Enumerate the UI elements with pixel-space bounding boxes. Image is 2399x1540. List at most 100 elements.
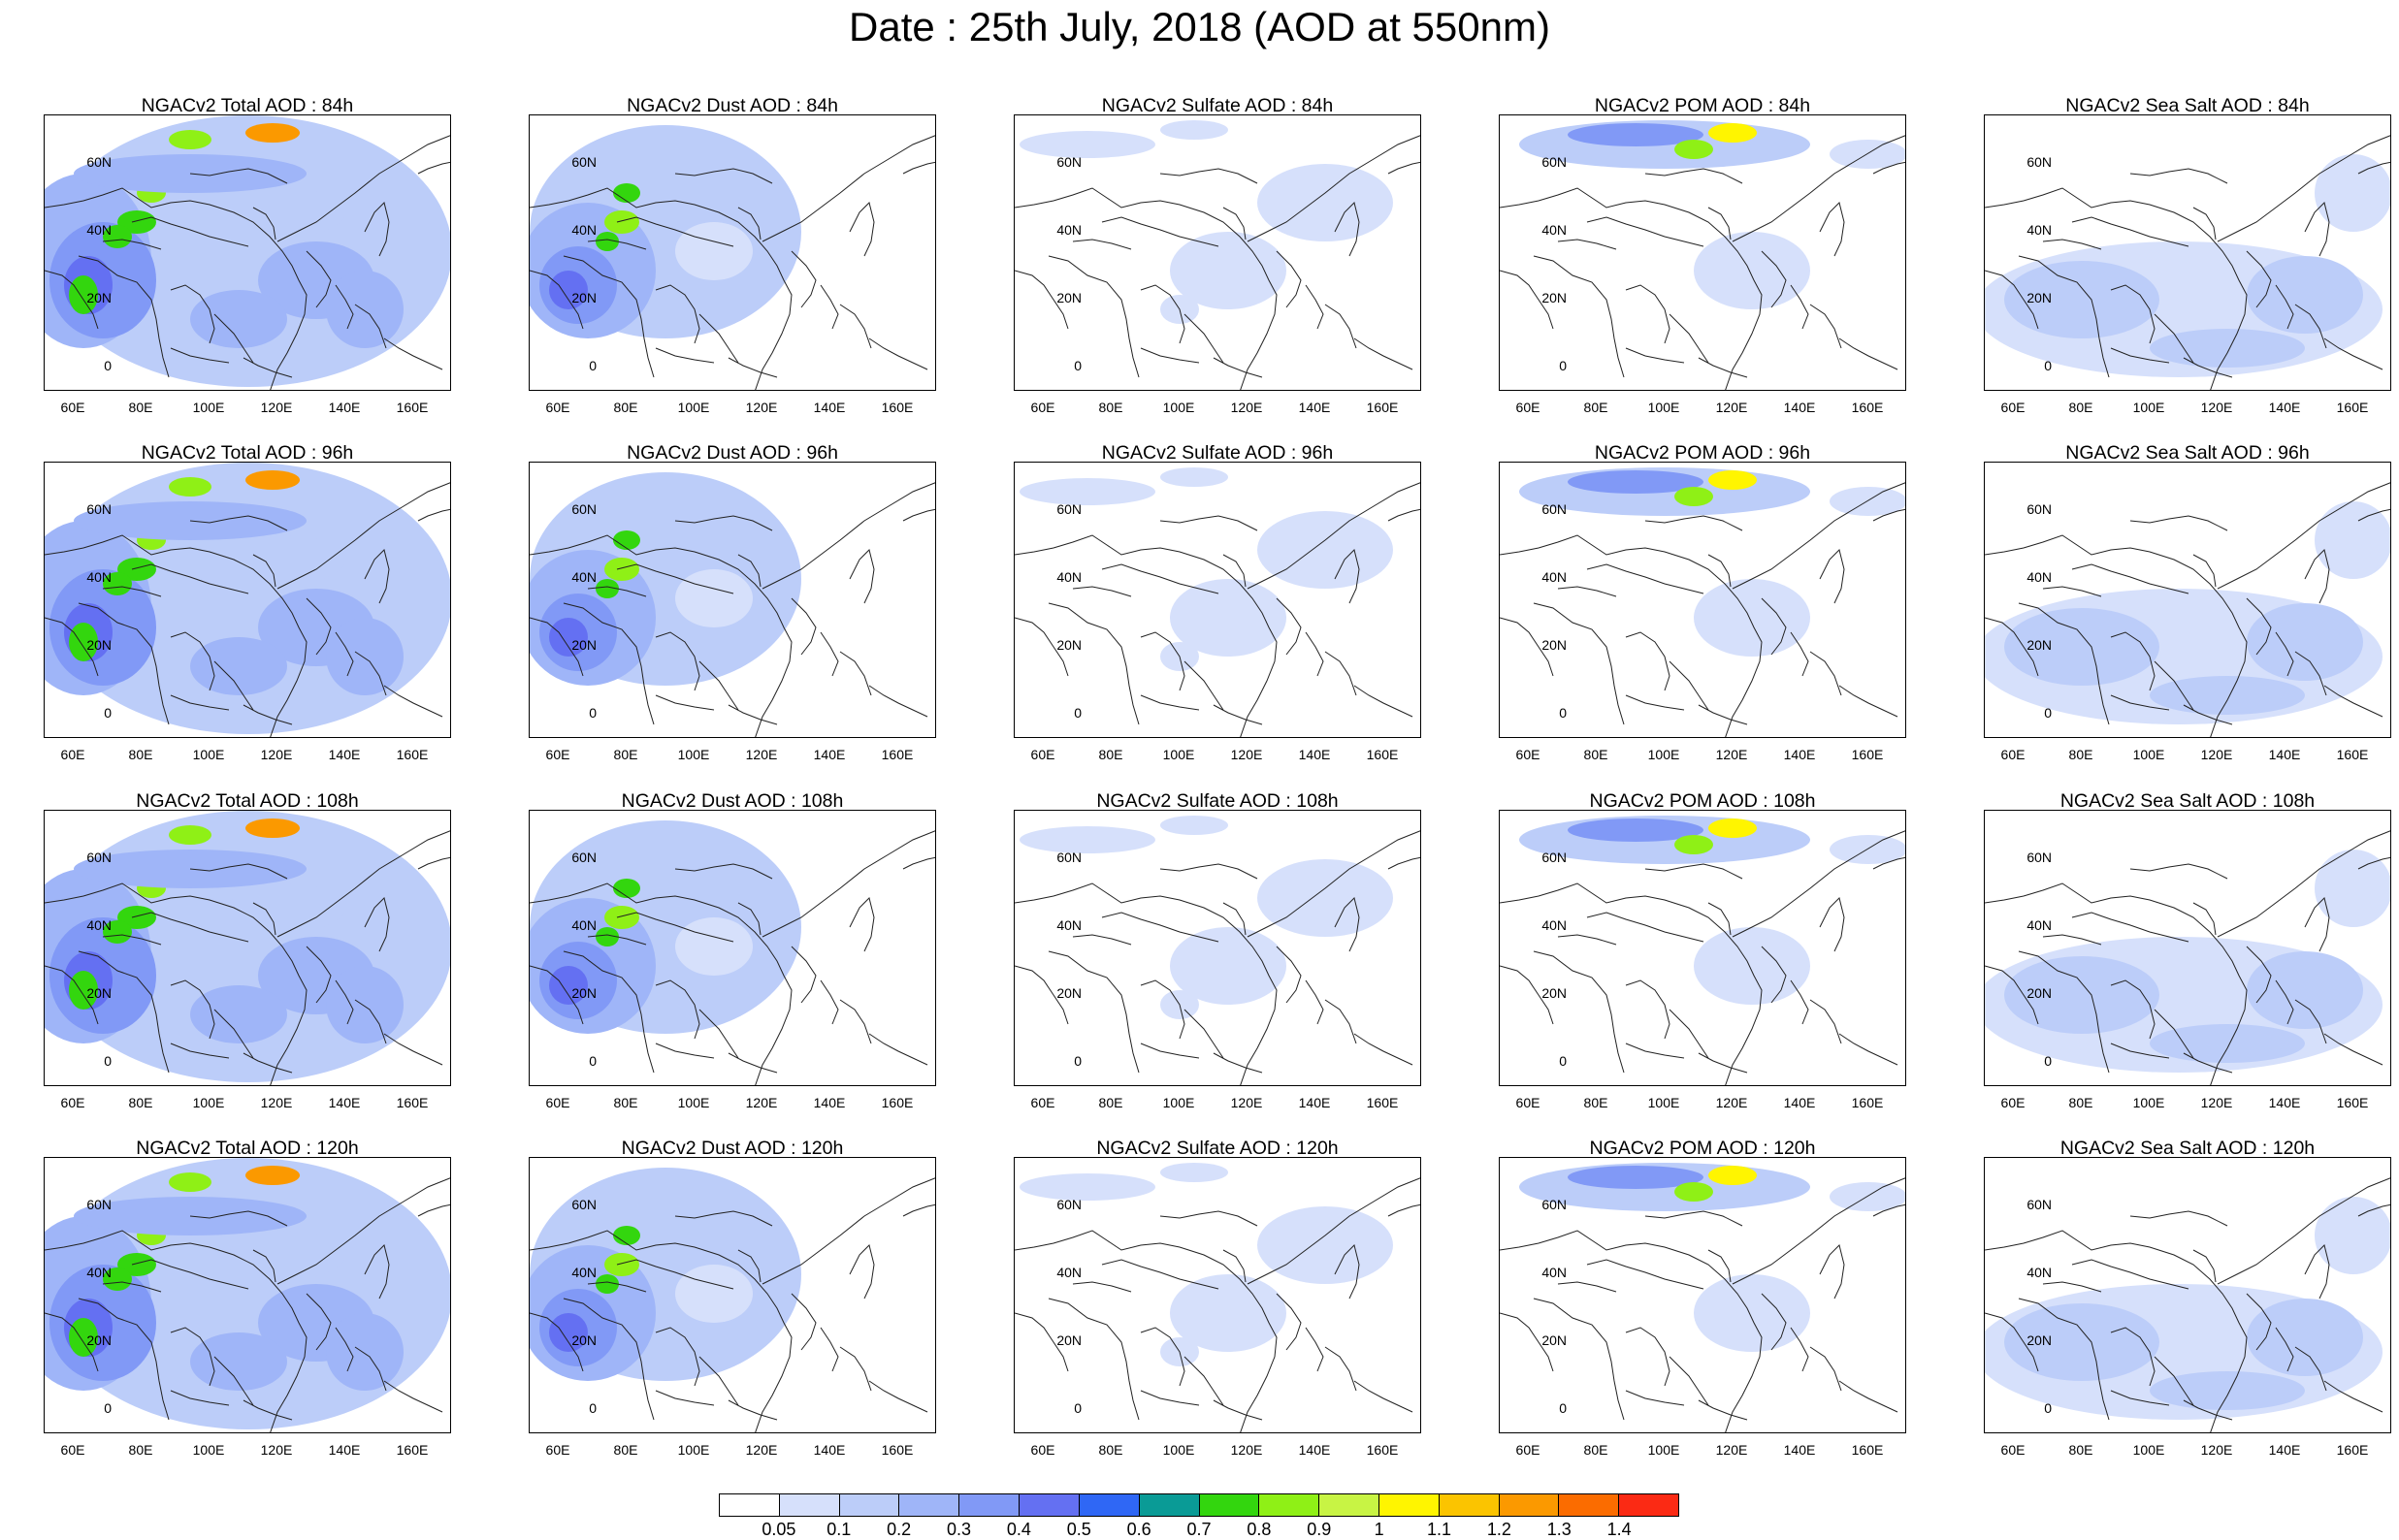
coastline [2323, 1033, 2383, 1066]
coastline [2246, 946, 2272, 1004]
coastline [213, 313, 254, 364]
coastline [655, 1390, 715, 1406]
map-plot [1984, 462, 2391, 738]
coastline [737, 207, 762, 241]
coastline [189, 1210, 288, 1227]
coastline [1809, 999, 1842, 1044]
lat-tick-label: 20N [2026, 985, 2052, 1001]
aod-contour [1160, 1163, 1228, 1182]
lon-tick-label: 160E [396, 1442, 429, 1458]
coastline [2304, 897, 2330, 952]
aod-contour [229, 1231, 345, 1279]
coastline [1305, 1327, 1324, 1372]
lon-tick-label: 140E [328, 1095, 361, 1110]
coastline [2246, 597, 2272, 656]
coastline [45, 1312, 99, 1372]
coastline [1500, 1230, 1763, 1432]
lat-tick-label: 60N [1056, 850, 1082, 865]
coastline [131, 563, 249, 594]
lon-tick-label: 60E [2000, 400, 2026, 415]
lat-tick-label: 20N [571, 637, 597, 653]
coastline [1015, 1312, 1069, 1372]
coastline [728, 704, 778, 725]
panel-title: NGACv2 POM AOD : 108h [1589, 790, 1816, 812]
coastline [1819, 1244, 1845, 1299]
coastline [1557, 1281, 1617, 1293]
coastline [1557, 934, 1617, 946]
coastline [1500, 1312, 1554, 1372]
colorbar-swatch [1259, 1494, 1320, 1516]
coastline [655, 1043, 715, 1059]
lat-tick-label: 40N [1541, 569, 1567, 585]
lon-tick-label: 140E [1298, 1095, 1331, 1110]
lat-tick-label: 0 [2044, 1053, 2052, 1069]
lat-tick-label: 40N [1056, 569, 1082, 585]
lat-tick-label: 40N [1541, 917, 1567, 933]
aod-field [1015, 1163, 1420, 1432]
map-plot [1014, 810, 1421, 1086]
aod-contour [1257, 511, 1393, 589]
aod-contour [2315, 501, 2390, 579]
lat-tick-label: 20N [1056, 637, 1082, 653]
coastline [1698, 357, 1748, 378]
lat-tick-label: 20N [1541, 290, 1567, 305]
lon-tick-label: 140E [328, 1442, 361, 1458]
aod-contour [69, 1318, 98, 1357]
aod-contour [1568, 470, 1703, 494]
lat-tick-label: 20N [86, 1332, 112, 1348]
coastline [1213, 1052, 1263, 1074]
coastline [1669, 1009, 1709, 1059]
coastline [868, 1033, 928, 1066]
lat-tick-label: 60N [571, 850, 597, 865]
coastline [45, 187, 308, 390]
aod-contour [604, 1253, 639, 1276]
map-panel: NGACv2 Sulfate AOD : 96h 60N 40N 20N 0 60E 80E… [1014, 442, 1499, 791]
lon-tick-label: 160E [2336, 1442, 2369, 1458]
lon-tick-label: 80E [128, 1095, 153, 1110]
lat-tick-label: 0 [1074, 1400, 1082, 1416]
lat-tick-label: 0 [589, 1400, 597, 1416]
aod-field [45, 463, 450, 737]
lat-tick-label: 20N [571, 1332, 597, 1348]
coastline [2275, 979, 2294, 1025]
coastline [354, 304, 387, 349]
lon-tick-label: 100E [192, 1095, 225, 1110]
aod-contour [169, 477, 211, 497]
lon-tick-label: 100E [1647, 747, 1680, 762]
coastline [1586, 1259, 1704, 1290]
coastline [1669, 660, 1709, 711]
lat-tick-label: 0 [2044, 1400, 2052, 1416]
coastline [2246, 1293, 2272, 1351]
lon-tick-label: 120E [2200, 747, 2233, 762]
lat-tick-label: 60N [1056, 154, 1082, 170]
aod-field [1015, 816, 1420, 1085]
aod-contour [596, 1274, 619, 1294]
coastline [1072, 586, 1132, 597]
aod-field [1500, 816, 1905, 1085]
coastline [1159, 1210, 1258, 1227]
lon-tick-label: 100E [2132, 1442, 2165, 1458]
lon-tick-label: 120E [2200, 400, 2233, 415]
coastline [1222, 207, 1247, 241]
coastline [1101, 1259, 1219, 1290]
lon-tick-label: 60E [60, 747, 85, 762]
coastline [616, 563, 734, 594]
coastline [1500, 617, 1554, 677]
coastline [1838, 685, 1898, 718]
coastline [1334, 1244, 1360, 1299]
lon-tick-label: 140E [813, 1095, 846, 1110]
lon-tick-label: 160E [1366, 400, 1399, 415]
aod-contour [190, 637, 287, 695]
colorbar-label: 0.3 [946, 1520, 972, 1539]
aod-contour [1708, 470, 1757, 490]
coastline [839, 651, 872, 696]
lon-tick-label: 100E [677, 1095, 710, 1110]
lon-tick-label: 140E [2268, 400, 2301, 415]
coastline [849, 1244, 875, 1299]
coastline [1985, 1312, 2039, 1372]
coastline [1838, 1380, 1898, 1413]
map-panel: NGACv2 Sea Salt AOD : 96h 60N 40N 20N 0 60E 80… [1984, 442, 2399, 791]
lat-tick-label: 40N [86, 569, 112, 585]
aod-contour [117, 1253, 156, 1276]
aod-contour [613, 183, 640, 203]
